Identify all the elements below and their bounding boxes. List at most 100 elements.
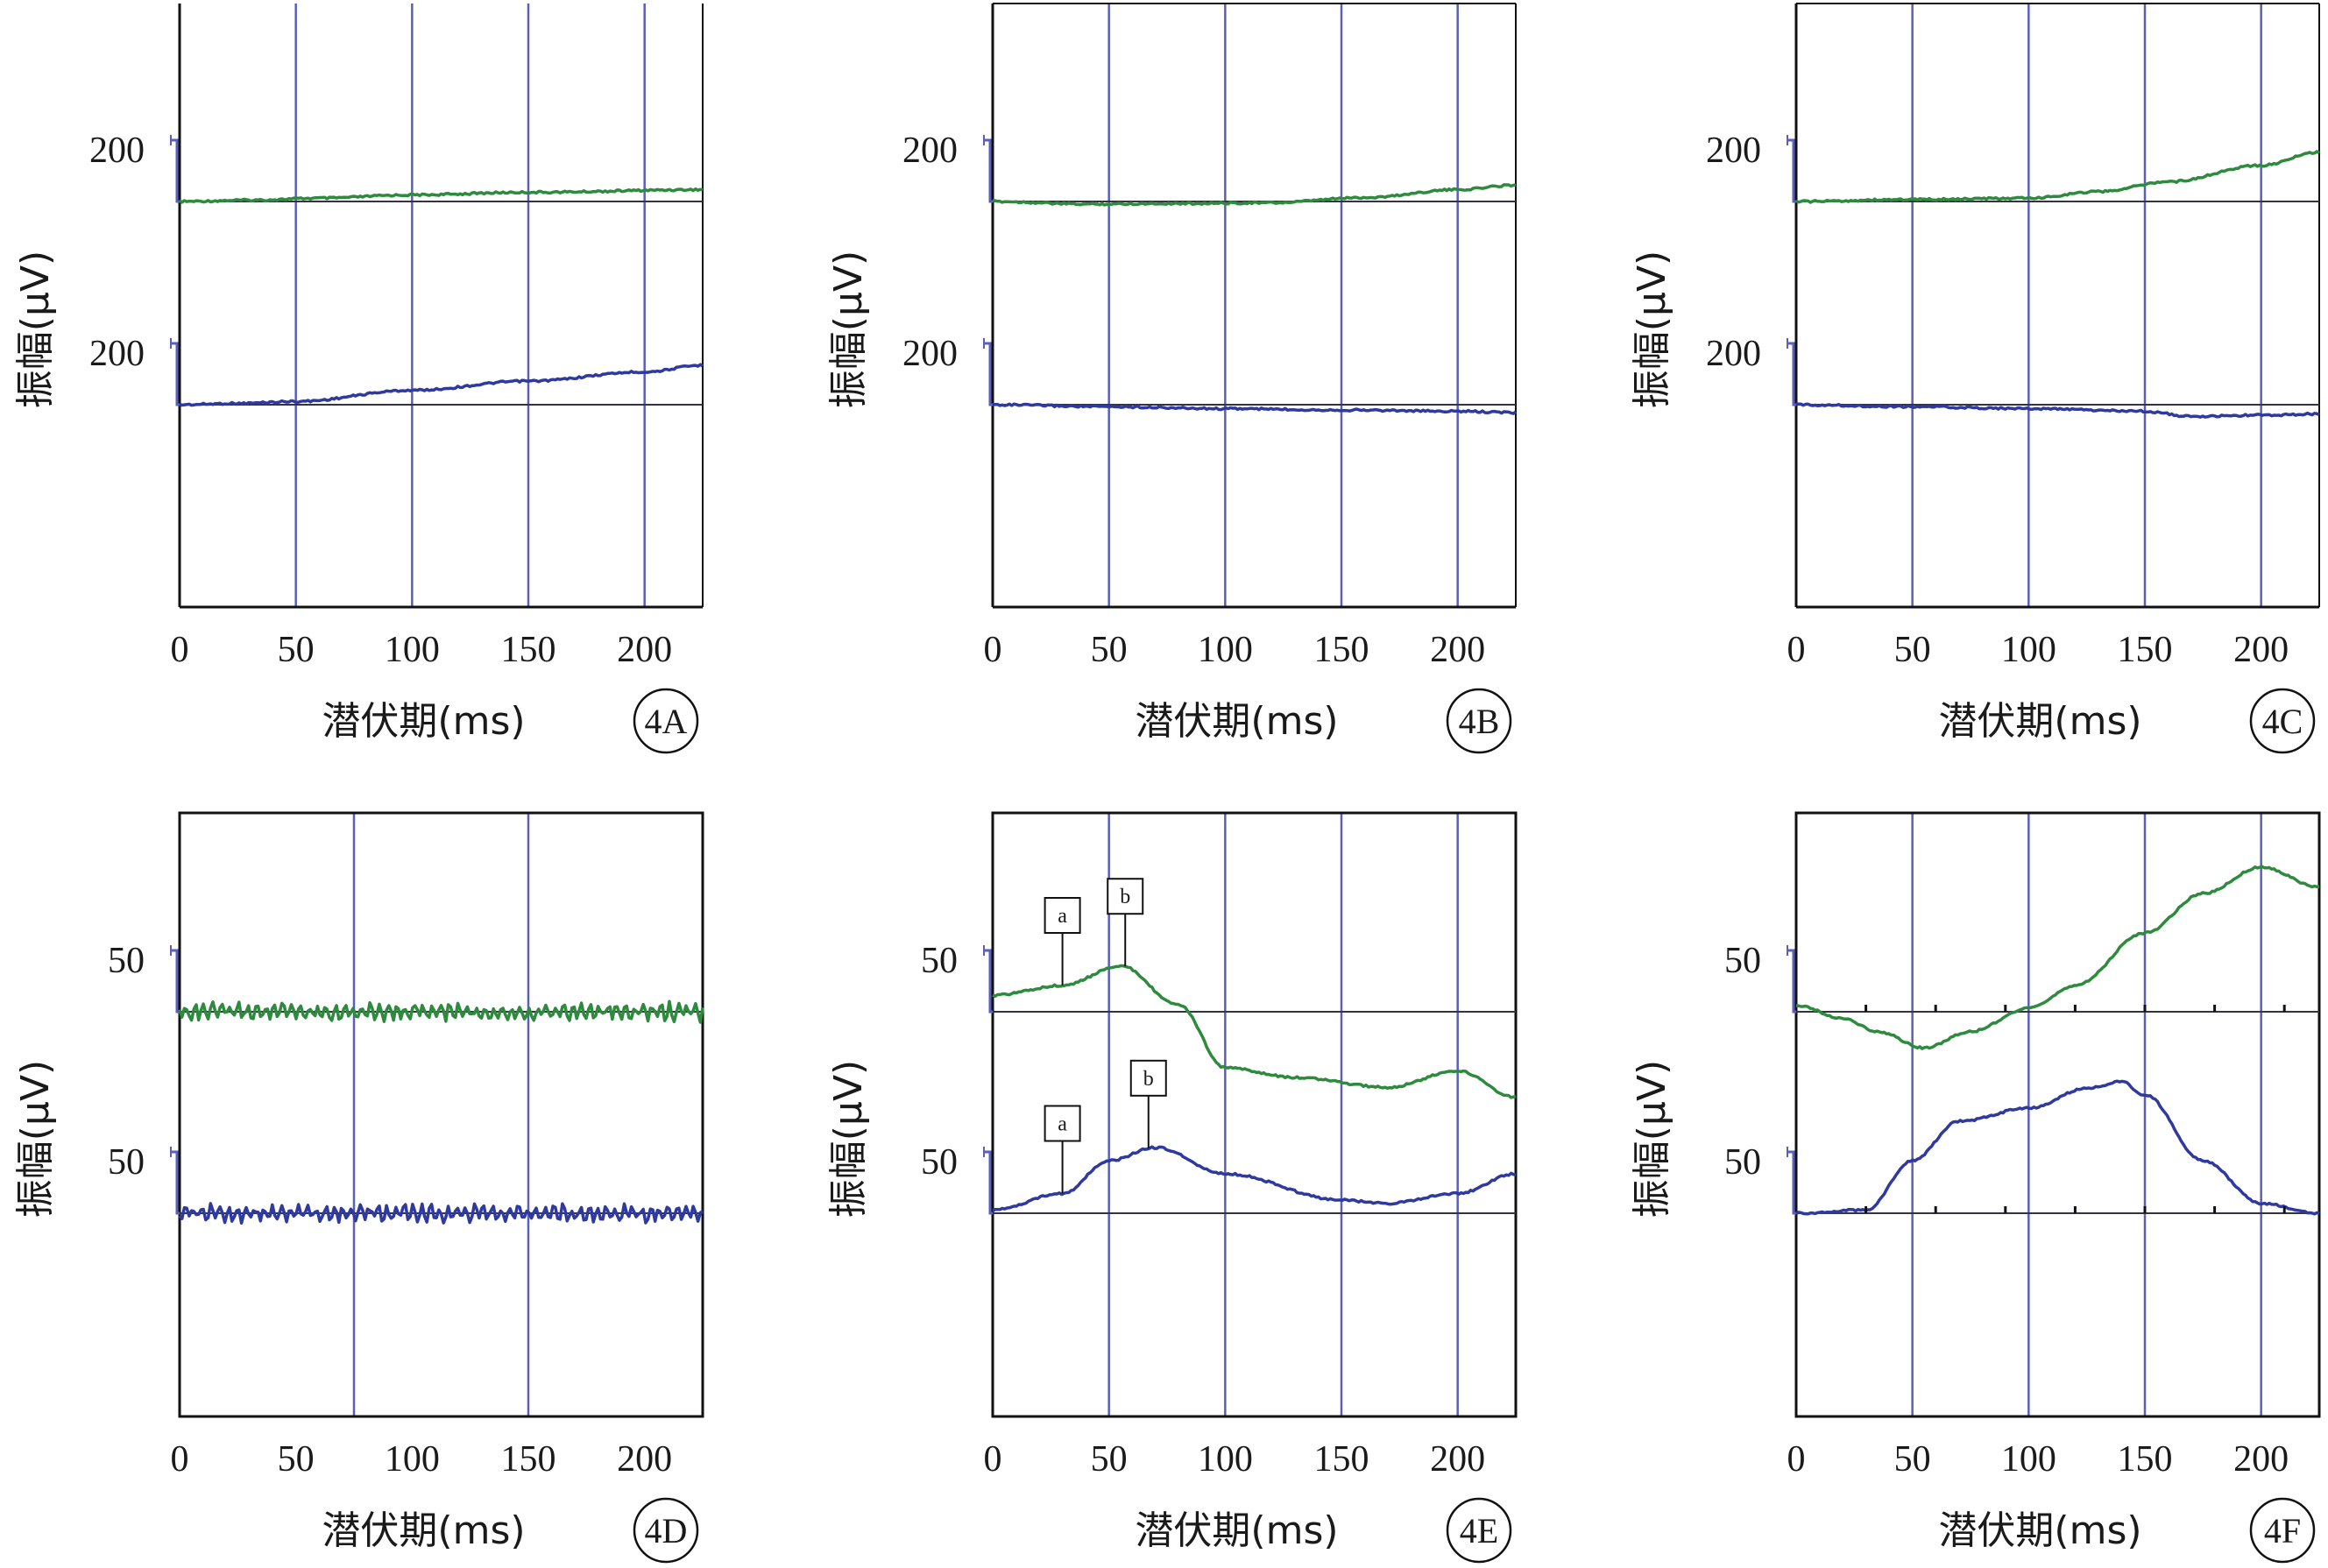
y-axis-label: 振幅(μV) bbox=[13, 1060, 58, 1218]
x-tick-label: 0 bbox=[984, 1439, 1002, 1480]
marker-a-label: a bbox=[1058, 905, 1067, 928]
x-tick-label: 200 bbox=[2233, 630, 2289, 670]
x-tick-label: 0 bbox=[984, 630, 1002, 670]
lower-amplitude-label: 50 bbox=[1724, 1142, 1761, 1183]
x-tick-label: 50 bbox=[1894, 630, 1931, 670]
upper-trace bbox=[178, 187, 704, 204]
x-axis-label: 潜伏期(ms) bbox=[1938, 1508, 2141, 1553]
x-tick-label: 50 bbox=[1091, 1439, 1128, 1480]
plot-frame bbox=[991, 811, 1518, 1418]
x-tick-label: 100 bbox=[2001, 1439, 2056, 1480]
calibration-bracket bbox=[1787, 138, 1796, 203]
x-tick-label: 0 bbox=[1787, 1439, 1806, 1480]
marker-a-label: a bbox=[1058, 1113, 1067, 1136]
plot-frame bbox=[178, 811, 704, 1418]
x-tick-label: 50 bbox=[1091, 630, 1128, 670]
x-axis-label: 潜伏期(ms) bbox=[1135, 1508, 1338, 1553]
panel-badge-label: 4A bbox=[645, 702, 688, 741]
x-tick-label: 150 bbox=[2118, 1439, 2173, 1480]
panel-badge-circle bbox=[633, 1497, 699, 1564]
upper-amplitude-label: 200 bbox=[89, 131, 145, 171]
x-tick-label: 100 bbox=[385, 1439, 440, 1480]
upper-trace bbox=[178, 999, 704, 1024]
plot-frame bbox=[1794, 811, 2321, 1418]
calibration-bracket bbox=[1787, 949, 1796, 1014]
marker-b-label: b bbox=[1143, 1068, 1154, 1091]
marker-b-label: b bbox=[1120, 886, 1130, 908]
x-tick-label: 150 bbox=[1314, 630, 1369, 670]
x-axis-label: 潜伏期(ms) bbox=[1938, 699, 2141, 744]
upper-amplitude-label: 50 bbox=[921, 941, 958, 981]
x-tick-label: 150 bbox=[1314, 1439, 1369, 1480]
lower-amplitude-label: 200 bbox=[902, 334, 958, 374]
x-tick-label: 50 bbox=[278, 1439, 315, 1480]
marker-box bbox=[1044, 1105, 1081, 1142]
panel-badge-circle bbox=[633, 688, 699, 754]
lower-trace bbox=[179, 363, 704, 407]
x-tick-label: 200 bbox=[617, 630, 672, 670]
upper-amplitude-label: 200 bbox=[1706, 131, 1761, 171]
panel-badge-label: 4B bbox=[1459, 702, 1500, 741]
calibration-bracket bbox=[984, 342, 993, 406]
panel-badge-circle bbox=[2249, 688, 2316, 754]
upper-trace bbox=[992, 183, 1517, 207]
lower-trace bbox=[178, 1202, 704, 1225]
calibration-bracket bbox=[171, 342, 180, 406]
panel-badge-label: 4E bbox=[1460, 1511, 1498, 1550]
x-tick-label: 200 bbox=[1430, 1439, 1485, 1480]
x-axis-label: 潜伏期(ms) bbox=[322, 1508, 525, 1553]
x-tick-label: 200 bbox=[1430, 630, 1485, 670]
upper-amplitude-label: 200 bbox=[902, 131, 958, 171]
lower-amplitude-label: 50 bbox=[921, 1142, 958, 1183]
panel-4b: 200 200 振幅(μV) 0 50 100 150 200 潜伏期(ms) 4B bbox=[826, 3, 1518, 754]
upper-trace bbox=[1795, 150, 2320, 204]
panel-badge-circle bbox=[1446, 1497, 1512, 1564]
upper-amplitude-label: 50 bbox=[108, 941, 145, 981]
panel-4d: 50 50 振幅(μV) 0 50 100 150 200 潜伏期(ms) 4D bbox=[13, 811, 704, 1564]
x-tick-label: 0 bbox=[1787, 630, 1806, 670]
panel-4a: 200 200 振幅(μV) 0 50 100 150 200 潜伏期(ms) 4A bbox=[13, 4, 704, 754]
marker-box bbox=[1107, 878, 1144, 915]
calibration-bracket bbox=[171, 138, 180, 203]
x-tick-label: 200 bbox=[2233, 1439, 2289, 1480]
calibration-bracket bbox=[984, 1150, 993, 1215]
calibration-bracket bbox=[1787, 342, 1796, 406]
x-tick-label: 0 bbox=[171, 1439, 189, 1480]
upper-trace bbox=[1795, 865, 2320, 1050]
panel-4c: 200 200 振幅(μV) 0 50 100 150 200 潜伏期(ms) 4C bbox=[1630, 3, 2320, 754]
lower-trace bbox=[992, 1145, 1517, 1212]
panel-badge-label: 4C bbox=[2262, 702, 2303, 741]
x-tick-label: 100 bbox=[2001, 630, 2056, 670]
y-axis-label: 振幅(μV) bbox=[1630, 251, 1674, 408]
y-axis-label: 振幅(μV) bbox=[826, 251, 871, 408]
lower-trace bbox=[1795, 402, 2320, 419]
x-tick-label: 150 bbox=[501, 1439, 556, 1480]
x-tick-label: 100 bbox=[385, 630, 440, 670]
lower-amplitude-label: 200 bbox=[89, 334, 145, 374]
x-axis-label: 潜伏期(ms) bbox=[1135, 699, 1338, 744]
x-axis-label: 潜伏期(ms) bbox=[322, 699, 525, 744]
upper-amplitude-label: 50 bbox=[1724, 941, 1761, 981]
calibration-bracket bbox=[984, 138, 993, 203]
y-axis-label: 振幅(μV) bbox=[826, 1060, 871, 1218]
y-axis-label: 振幅(μV) bbox=[1630, 1060, 1674, 1218]
x-tick-label: 200 bbox=[617, 1439, 672, 1480]
panel-badge-label: 4D bbox=[645, 1511, 688, 1550]
panel-4e: 50 50 振幅(μV) 0 50 100 150 200 潜伏期(ms) 4E a b a b bbox=[826, 811, 1518, 1564]
x-tick-label: 150 bbox=[501, 630, 556, 670]
panel-badge-label: 4F bbox=[2264, 1511, 2301, 1550]
calibration-bracket bbox=[984, 949, 993, 1014]
lower-trace bbox=[1795, 1079, 2320, 1216]
panel-4f: 50 50 振幅(μV) 0 50 100 150 200 潜伏期(ms) 4F bbox=[1630, 811, 2321, 1564]
calibration-bracket bbox=[171, 1150, 180, 1215]
upper-trace bbox=[992, 964, 1517, 1099]
calibration-bracket bbox=[1787, 1150, 1796, 1215]
lower-amplitude-label: 50 bbox=[108, 1142, 145, 1183]
panel-badge-circle bbox=[1446, 688, 1512, 754]
lower-trace bbox=[992, 402, 1518, 415]
marker-box bbox=[1129, 1059, 1167, 1097]
calibration-bracket bbox=[171, 949, 180, 1014]
x-tick-label: 50 bbox=[1894, 1439, 1931, 1480]
x-tick-label: 100 bbox=[1198, 630, 1253, 670]
